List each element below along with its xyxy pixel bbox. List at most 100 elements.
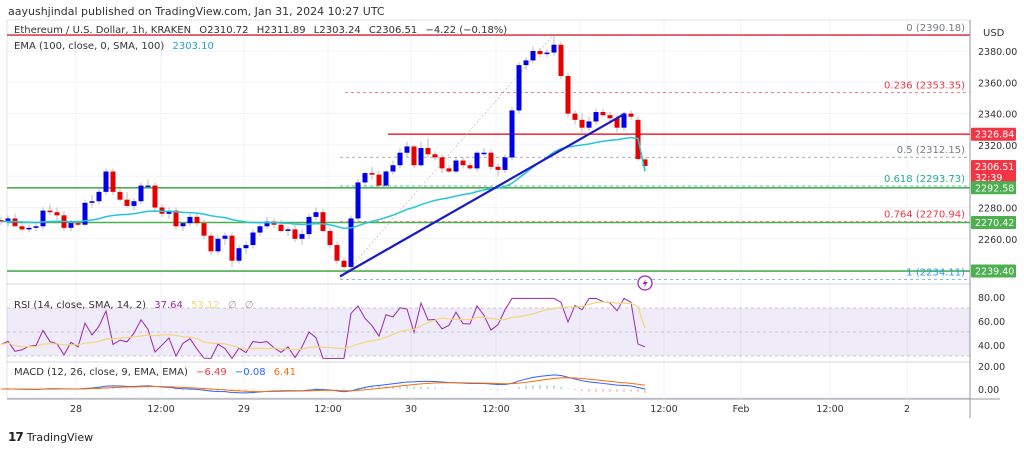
candle xyxy=(544,49,550,58)
time-tick: 12:00 xyxy=(482,404,509,415)
rsi-tick: 80.00 xyxy=(978,293,1005,304)
candle xyxy=(572,110,578,125)
ohlc-high: H2311.89 xyxy=(256,25,306,36)
rsi-legend: RSI (14, close, SMA, 14, 2) 37.64 53.12 … xyxy=(14,300,259,311)
candle xyxy=(152,182,158,211)
candle xyxy=(334,241,340,264)
rsi-extra-1: ∅ xyxy=(227,300,237,311)
candle xyxy=(558,41,564,80)
candle xyxy=(327,227,333,249)
rsi-extra-2: ∅ xyxy=(244,300,254,311)
candle xyxy=(523,57,529,70)
candle xyxy=(19,223,25,231)
ema-label: EMA (100, close, 0, SMA, 100) xyxy=(14,41,165,52)
time-tick: 12:00 xyxy=(314,404,341,415)
candle xyxy=(117,188,123,202)
price-tick: 2280.00 xyxy=(978,204,1017,215)
candle xyxy=(495,163,501,177)
currency-label[interactable]: USD xyxy=(983,28,1005,39)
price-tick: 2260.00 xyxy=(978,235,1017,246)
candle xyxy=(208,232,214,255)
candle xyxy=(355,179,361,224)
rsi-value: 37.64 xyxy=(154,300,183,311)
time-tick: 29 xyxy=(238,404,250,415)
candle xyxy=(306,213,312,239)
candle xyxy=(292,223,298,242)
svg-text:2292.58: 2292.58 xyxy=(975,183,1014,194)
svg-text:2326.84: 2326.84 xyxy=(975,130,1014,141)
candle xyxy=(103,168,109,195)
candle xyxy=(173,207,179,230)
candle xyxy=(439,154,445,174)
candle xyxy=(418,141,424,167)
price-badge: 2239.40 xyxy=(971,264,1016,278)
candle xyxy=(40,207,46,230)
candle xyxy=(607,112,613,122)
time-tick: 28 xyxy=(70,404,82,415)
time-tick: 30 xyxy=(405,404,417,415)
candle xyxy=(320,209,326,233)
candle xyxy=(593,108,599,125)
candle xyxy=(446,165,452,174)
price-tick: 2340.00 xyxy=(978,110,1017,121)
candle xyxy=(243,241,249,255)
macd-legend: MACD (12, 26, close, 9, EMA, EMA) −6.49 … xyxy=(14,367,301,378)
svg-text:2306.51: 2306.51 xyxy=(975,162,1014,173)
candle xyxy=(229,232,235,267)
ema-legend: EMA (100, close, 0, SMA, 100) 2303.10 xyxy=(14,41,219,52)
candle xyxy=(82,199,88,227)
candle xyxy=(432,151,438,161)
tradingview-logo[interactable]: 𝟭𝟳 TradingView xyxy=(8,430,93,444)
candle xyxy=(474,151,480,172)
trendline xyxy=(339,112,626,278)
candle xyxy=(467,162,473,170)
candle xyxy=(89,194,95,208)
tv-logo-icon: 𝟭𝟳 xyxy=(8,430,24,444)
candle xyxy=(369,166,375,180)
candle xyxy=(215,235,221,255)
time-tick: 12:00 xyxy=(816,404,843,415)
svg-text:32:39: 32:39 xyxy=(975,173,1002,184)
candle xyxy=(124,191,130,208)
rsi-ma-value: 53.12 xyxy=(191,300,220,311)
candle xyxy=(537,47,543,58)
candle xyxy=(348,215,354,271)
candle xyxy=(341,257,347,271)
candle xyxy=(299,229,305,246)
candle xyxy=(390,160,396,175)
price-tick: 2360.00 xyxy=(978,78,1017,89)
svg-text:2270.42: 2270.42 xyxy=(975,218,1014,229)
time-tick: 2 xyxy=(904,404,910,415)
published-caption: aayushjindal published on TradingView.co… xyxy=(8,5,385,18)
ohlc-close: C2306.51 xyxy=(368,25,418,36)
candle xyxy=(313,207,319,221)
candle xyxy=(460,157,466,169)
price-badge: 2292.58 xyxy=(971,181,1016,195)
rsi-tick: 40.00 xyxy=(978,341,1005,352)
candle xyxy=(201,220,207,239)
svg-text:2239.40: 2239.40 xyxy=(975,267,1014,278)
candle xyxy=(530,46,536,64)
candle xyxy=(516,61,522,114)
candle xyxy=(96,188,102,205)
fib-label: 0.5 (2312.15) xyxy=(897,145,965,156)
price-tick: 2320.00 xyxy=(978,141,1017,152)
candle xyxy=(586,116,592,131)
candle xyxy=(502,154,508,174)
candle xyxy=(54,207,60,221)
macd-signal-value: 6.41 xyxy=(273,367,297,378)
price-badge: 2326.84 xyxy=(971,127,1016,141)
candle xyxy=(26,224,32,233)
ohlc-open: O2310.72 xyxy=(199,25,249,36)
candle xyxy=(425,138,431,158)
candle xyxy=(509,107,515,161)
candle xyxy=(551,35,557,56)
price-tick: 2380.00 xyxy=(978,47,1017,58)
candle xyxy=(600,108,606,117)
candle xyxy=(0,216,4,225)
fib-label: 0.764 (2270.94) xyxy=(884,210,965,221)
lightning-event-icon[interactable] xyxy=(637,275,653,291)
macd-tick: 0.00 xyxy=(978,385,999,396)
fib-label: 0.236 (2353.35) xyxy=(884,81,965,92)
